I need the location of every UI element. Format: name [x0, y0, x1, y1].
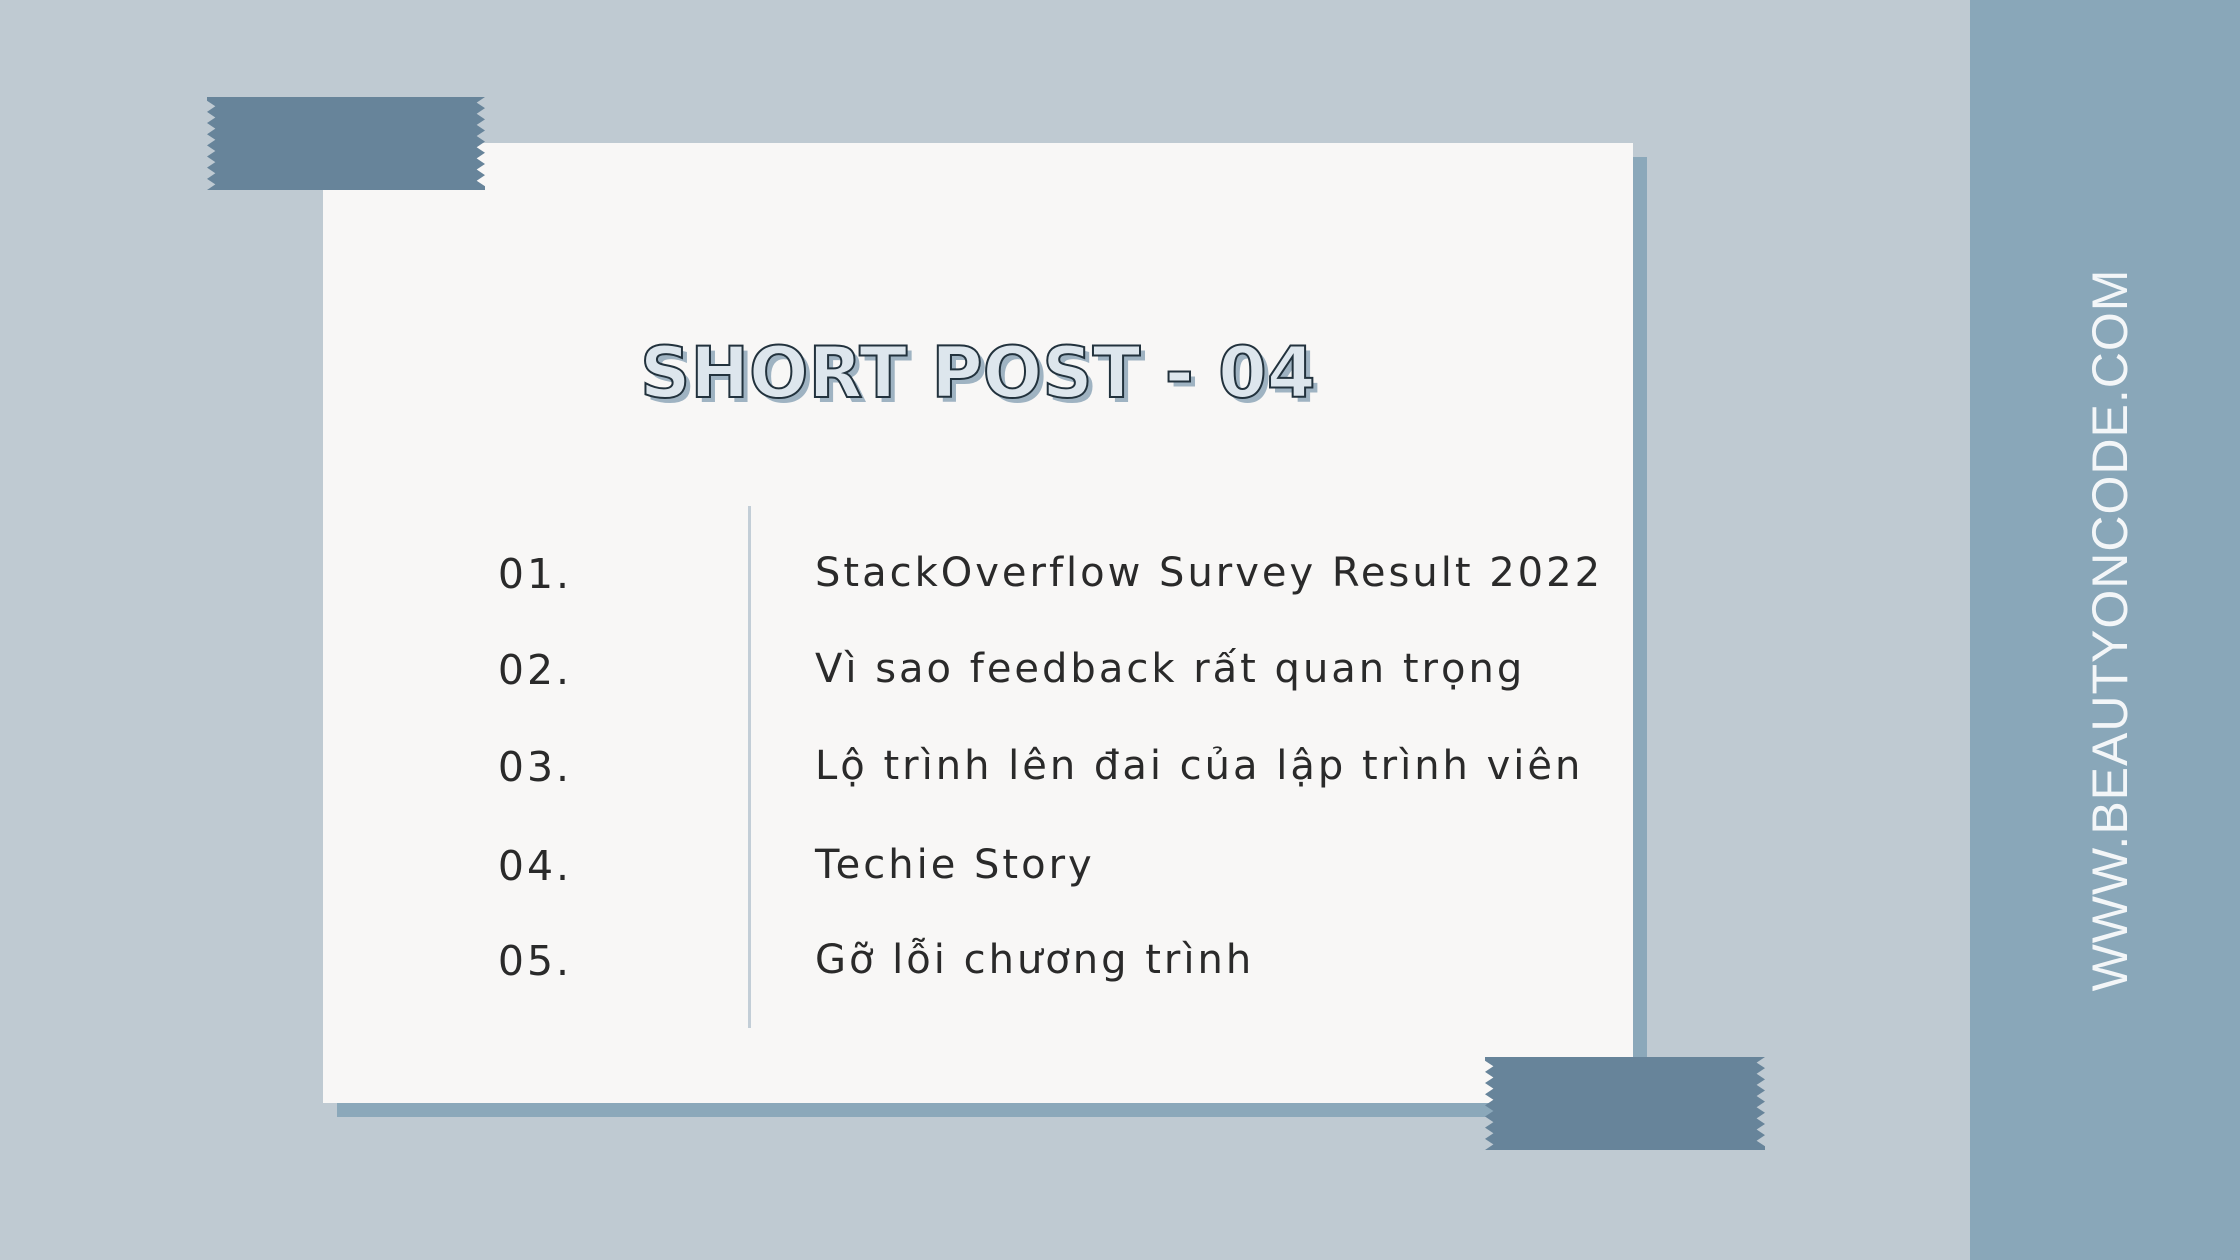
tape-bottom-right [1485, 1057, 1765, 1150]
post-title: SHORT POST - 04 [639, 332, 1317, 414]
list-item: StackOverflow Survey Result 2022 [815, 550, 1604, 596]
list-item: Vì sao feedback rất quan trọng [815, 646, 1526, 692]
post-card [323, 143, 1633, 1103]
item-number: 05. [497, 937, 573, 985]
tape-top-left [207, 97, 485, 190]
item-number: 01. [497, 550, 573, 598]
list-item: Lộ trình lên đai của lập trình viên [815, 743, 1584, 789]
side-strip [1970, 0, 2240, 1260]
item-number: 04. [497, 842, 573, 890]
item-number: 02. [497, 646, 573, 694]
list-item: Techie Story [815, 842, 1095, 888]
divider-line [748, 506, 751, 1028]
list-item: Gỡ lỗi chương trình [815, 937, 1255, 983]
website-url: WWW.BEAUTYONCODE.COM [2082, 268, 2138, 992]
item-number: 03. [497, 743, 573, 791]
